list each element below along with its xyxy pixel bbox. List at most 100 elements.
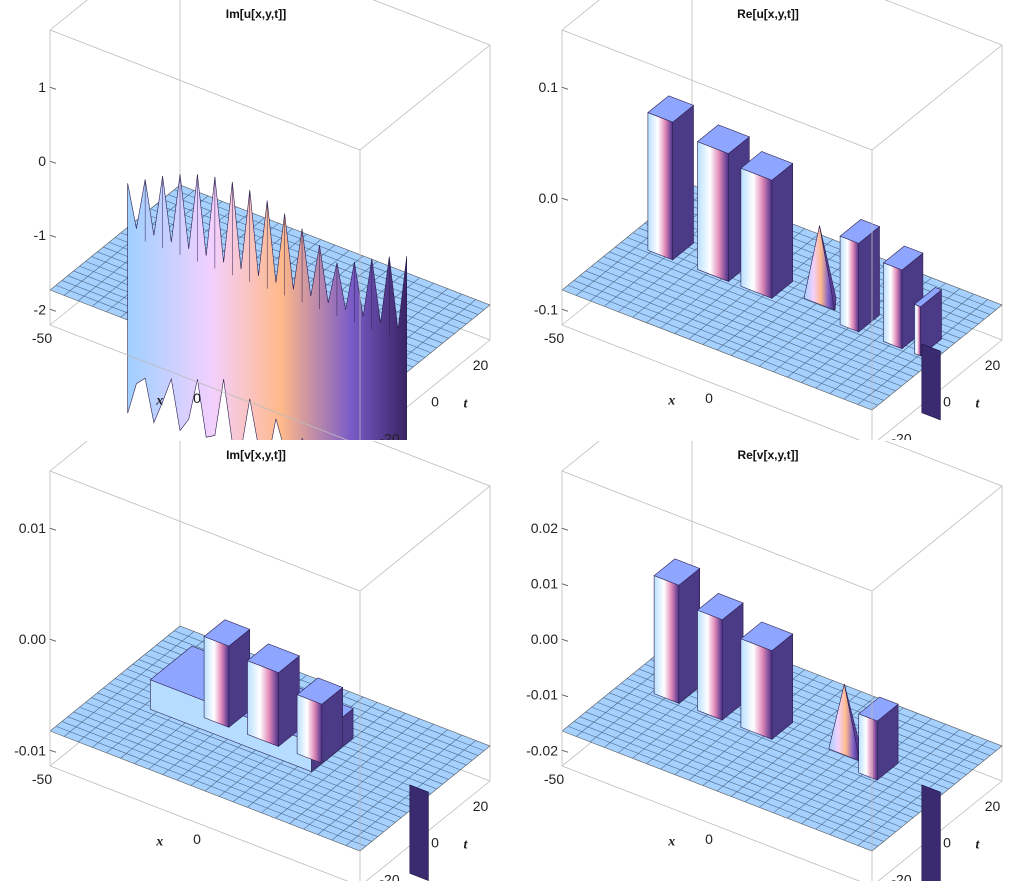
t-tick-label: 0 — [943, 835, 951, 851]
block-front-2 — [740, 167, 773, 299]
z-tick-mark — [49, 527, 57, 531]
box-edge-front-bottom — [49, 324, 349, 440]
box-edge-back-top — [372, 441, 491, 487]
t-axis-label: t — [976, 396, 981, 411]
block-front-6 — [914, 303, 922, 357]
z-tick-label: -2 — [34, 301, 47, 317]
box-edge-top-left — [561, 0, 600, 31]
z-tick-mark — [49, 308, 57, 312]
dip-7 — [921, 343, 941, 421]
block-front-2 — [247, 660, 279, 747]
box-edge-front-top — [561, 470, 873, 592]
z-tick-mark — [49, 638, 57, 642]
surface-features — [653, 558, 941, 881]
block-side-0 — [678, 567, 700, 704]
surface-plot-re-v: Re[v[x,y,t]]0.020.010.00-0.01-0.02-50050… — [526, 441, 1003, 881]
z-tick-mark — [561, 527, 569, 531]
z-tick-label: 0.01 — [531, 576, 558, 592]
z-tick-label: 0.00 — [19, 631, 46, 647]
block-top-0 — [647, 95, 695, 123]
block-top-2 — [740, 151, 794, 181]
x-tick-label: -50 — [544, 771, 564, 787]
z-tick-mark — [49, 160, 57, 164]
box-edge-front-top — [49, 470, 361, 592]
box-edge-front-top — [49, 29, 361, 151]
z-tick-label: -1 — [34, 227, 47, 243]
block-front-1 — [697, 141, 729, 282]
plot-title: Re[u[x,y,t]] — [737, 7, 799, 21]
box-edge-top-right — [359, 44, 491, 151]
z-tick-label: -0.1 — [534, 301, 558, 317]
z-tick-label: 0.0 — [539, 190, 559, 206]
x-axis-label: x — [667, 394, 675, 409]
plot-panel-re-v: Re[v[x,y,t]]0.020.010.00-0.01-0.02-50050… — [512, 441, 1024, 881]
z-tick-mark — [561, 197, 569, 201]
t-tick-label: -20 — [891, 871, 911, 881]
z-tick-label: 0.01 — [19, 520, 46, 536]
block-top-0 — [653, 558, 701, 586]
block-side-1 — [228, 628, 250, 728]
block-front-0 — [653, 575, 680, 704]
x-tick-label: 0 — [193, 831, 201, 847]
z-tick-label: -0.01 — [526, 687, 558, 703]
block-front-0 — [647, 112, 673, 261]
z-tick-label: 0.02 — [531, 520, 558, 536]
block-top-2 — [740, 621, 794, 652]
z-tick-mark — [49, 749, 57, 753]
z-tick-label: 0.00 — [531, 631, 558, 647]
block-top-6 — [913, 287, 943, 308]
block-side-1 — [722, 602, 744, 721]
z-tick-label: -0.02 — [526, 742, 558, 758]
t-tick-label: 20 — [985, 357, 1001, 373]
block-top-1 — [203, 619, 251, 647]
z-tick-mark — [49, 234, 57, 238]
x-tick-label: 0 — [705, 390, 713, 406]
x-axis-label: x — [155, 835, 163, 850]
t-axis-label: t — [464, 396, 469, 411]
t-tick-label: 20 — [473, 357, 489, 373]
block-side-2 — [771, 633, 794, 740]
z-tick-label: 0.1 — [539, 79, 559, 95]
box-edge-back-top — [372, 0, 491, 46]
box-edge-top-left — [561, 441, 600, 472]
z-tick-label: 1 — [38, 79, 46, 95]
box-edge-front-bottom — [561, 765, 861, 881]
z-tick-mark — [561, 638, 569, 642]
block-side-0 — [672, 104, 694, 261]
t-tick-label: -20 — [379, 871, 399, 881]
t-tick-label: 0 — [431, 394, 439, 410]
x-tick-label: 0 — [193, 390, 201, 406]
plot-title: Re[v[x,y,t]] — [737, 448, 798, 462]
block-top-2 — [246, 643, 300, 674]
box-edge-top-right — [359, 485, 491, 592]
z-tick-mark — [561, 86, 569, 90]
surface-features — [127, 174, 408, 440]
box-edge-top-right — [871, 44, 1003, 151]
x-tick-label: -50 — [32, 771, 52, 787]
x-axis-label: x — [155, 394, 163, 409]
block-top-4 — [858, 696, 899, 722]
box-edge-front-top — [561, 29, 873, 151]
box-edge-front-bottom — [49, 765, 349, 881]
z-tick-mark — [561, 694, 569, 698]
z-tick-mark — [561, 583, 569, 587]
z-tick-mark — [561, 308, 569, 312]
t-tick-label: 0 — [431, 835, 439, 851]
dip-4 — [409, 784, 429, 881]
block-front-2 — [740, 638, 773, 740]
block-top-1 — [696, 593, 744, 621]
spike-peak-side-3 — [819, 225, 837, 311]
box-edge-top-left — [49, 0, 88, 31]
block-front-4 — [858, 713, 878, 781]
z-tick-mark — [49, 86, 57, 90]
block-front-1 — [697, 609, 723, 721]
surface-features — [647, 95, 943, 421]
box-edge-front-bottom — [561, 324, 861, 440]
t-tick-label: 20 — [473, 798, 489, 814]
block-front-1 — [203, 636, 230, 728]
